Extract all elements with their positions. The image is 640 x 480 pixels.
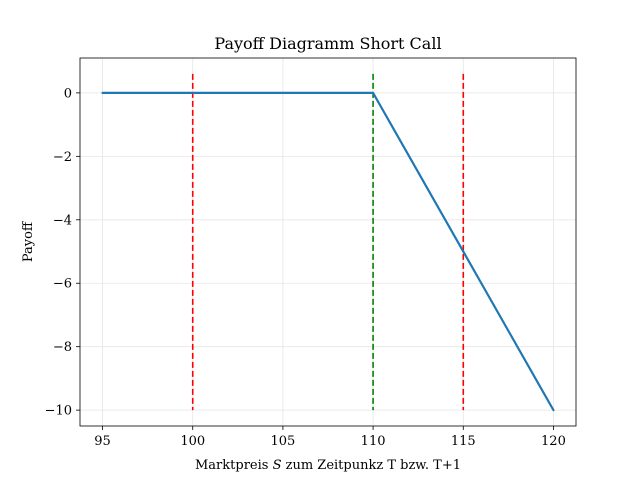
y-axis: 0 −2 −4 −6 −8 −10 [45,86,80,419]
x-tick-label: 105 [270,434,295,449]
x-tick-label: 120 [541,434,566,449]
x-tick-label: 95 [94,434,111,449]
x-tick-label: 115 [451,434,476,449]
chart-title: Payoff Diagramm Short Call [214,34,441,53]
x-tick-label: 100 [180,434,205,449]
x-axis-label-prefix: Marktpreis [195,458,273,473]
payoff-line [101,91,555,412]
y-tick-label: −10 [45,404,72,419]
x-axis-label-suffix: zum Zeitpunkz T bzw. T+1 [281,458,461,473]
reference-lines [191,73,465,411]
x-axis-label-symbol: S [273,458,282,473]
y-tick-label: −6 [53,277,72,292]
y-tick-label: −4 [53,213,72,228]
y-axis-label: Payoff [21,220,36,262]
series-layer [101,91,555,412]
x-axis: 95 100 105 110 115 120 [94,426,566,449]
y-tick-label: −8 [53,340,72,355]
y-tick-label: −2 [53,150,72,165]
y-tick-label: 0 [64,86,72,101]
plot-frame [79,57,577,427]
x-axis-label: Marktpreis S zum Zeitpunkz T bzw. T+1 [195,458,461,473]
x-tick-label: 110 [361,434,386,449]
